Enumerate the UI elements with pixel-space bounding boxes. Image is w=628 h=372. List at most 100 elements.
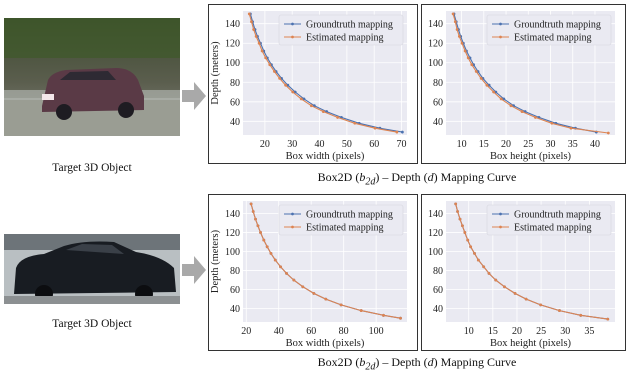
series-2-point [250, 20, 253, 24]
series-2-point [453, 20, 457, 24]
x-tick-label: 40 [590, 139, 600, 150]
series-2-point [606, 131, 610, 135]
target-object-label-1: Target 3D Object [52, 162, 132, 174]
x-tick-label: 30 [546, 139, 556, 150]
series-2-point [492, 90, 495, 94]
legend-box [278, 14, 404, 46]
series-2-point [524, 297, 528, 301]
legend-marker-1 [291, 212, 294, 216]
series-2-point [569, 126, 573, 130]
y-tick-label: 120 [428, 39, 443, 50]
series-2-point [268, 63, 272, 67]
y-tick-label: 80 [230, 78, 240, 89]
chart-panel-2-right: 40 60 80 100 120 140 10 15 20 25 30 35 Box height (p… [421, 194, 626, 351]
series-2-point [473, 252, 476, 255]
series-2-point [339, 303, 343, 307]
x-tick-label: 20 [501, 139, 511, 150]
chart-panel-1-right: 40 60 80 100 120 140 10 15 20 25 30 35 40 Box height … [421, 4, 626, 164]
series-1-point [502, 97, 506, 101]
series-2-point [539, 303, 543, 307]
mapping-chart-width-1: 40 60 80 100 120 140 20 30 40 50 60 70 Box width (pi… [210, 11, 407, 162]
x-tick-label: 15 [479, 139, 489, 150]
series-2-point [292, 278, 296, 282]
series-2-point [312, 292, 316, 295]
series-2-point [254, 34, 258, 38]
y-tick-label: 140 [225, 19, 240, 30]
legend-box [486, 14, 612, 46]
series-2-point [466, 56, 470, 60]
series-2-point [558, 309, 561, 312]
series-2-point [279, 265, 282, 269]
series-2-point [382, 313, 385, 317]
series-2-point [479, 76, 483, 80]
x-tick-label: 25 [523, 139, 533, 150]
arrow-right-icon [182, 256, 206, 284]
series-2-point [454, 202, 458, 206]
series-2-point [260, 49, 264, 53]
legend-marker-2 [291, 35, 294, 39]
target-object-label-2: Target 3D Object [52, 318, 132, 330]
x-tick-label: 40 [274, 326, 284, 337]
figure-caption-2: Box2D (b2d) – Depth (d) Mapping Curve [317, 355, 517, 372]
series-2-point [278, 76, 282, 80]
y-axis-label: Depth (meters) [210, 229, 221, 293]
target-object-image-2 [4, 234, 180, 304]
series-2-point [458, 217, 462, 221]
x-tick-label: 70 [397, 139, 407, 150]
series-2-point [487, 272, 491, 275]
series-2-point [499, 97, 503, 101]
series-2-point [456, 210, 459, 213]
series-2-point [264, 56, 268, 60]
x-axis-label: Box width (pixels) [286, 151, 365, 162]
x-tick-label: 20 [512, 326, 522, 337]
target-object-image-1 [4, 18, 180, 136]
legend-marker-1 [499, 212, 502, 216]
series-2-point [461, 224, 464, 228]
y-tick-label: 60 [230, 97, 240, 108]
y-axis-label: Depth (meters) [210, 41, 221, 105]
legend-label-1: Groundtruth mapping [514, 210, 601, 221]
series-2-point [359, 309, 363, 312]
legend-label-1: Groundtruth mapping [306, 20, 393, 31]
series-2-point [299, 97, 303, 101]
series-2-point [256, 224, 260, 228]
y-tick-label: 120 [225, 228, 240, 239]
series-2-point [485, 83, 489, 87]
x-tick-label: 30 [287, 139, 297, 150]
legend-marker-2 [291, 225, 294, 229]
chart-panel-2-left: 40 60 80 100 120 140 20 40 60 80 100 Box width (pix… [208, 194, 418, 351]
series-2-point [273, 258, 277, 262]
chart-panel-1-left: 40 60 80 100 120 140 20 30 40 50 60 70 Box width (pi… [208, 4, 418, 164]
x-axis-label: Box height (pixels) [490, 151, 572, 162]
y-tick-label: 40 [230, 117, 240, 128]
series-2-point [550, 121, 554, 125]
y-tick-label: 40 [433, 117, 443, 128]
series-2-point [269, 252, 273, 255]
legend-label-2: Estimated mapping [514, 33, 592, 44]
y-tick-label: 120 [428, 228, 443, 239]
legend-marker-1 [499, 22, 502, 26]
series-2-point [353, 121, 357, 125]
x-tick-label: 15 [488, 326, 498, 337]
series-2-point [373, 126, 377, 130]
y-tick-label: 60 [230, 285, 240, 296]
series-2-point [460, 41, 464, 45]
series-2-point [309, 104, 313, 108]
y-tick-label: 80 [230, 266, 240, 277]
y-tick-label: 80 [433, 266, 443, 277]
x-tick-label: 60 [306, 326, 316, 337]
series-2-point [259, 231, 262, 234]
series-2-point [469, 245, 473, 249]
series-2-point [249, 202, 253, 206]
x-tick-label: 35 [568, 139, 578, 150]
series-2-point [474, 70, 478, 73]
legend-marker-2 [499, 35, 502, 39]
x-tick-label: 80 [339, 326, 349, 337]
x-axis-label: Box height (pixels) [490, 338, 572, 349]
legend-label-2: Estimated mapping [306, 223, 384, 234]
series-2-point [252, 28, 256, 31]
y-tick-label: 40 [230, 304, 240, 315]
y-tick-label: 100 [428, 247, 443, 258]
series-2-point [533, 116, 537, 119]
